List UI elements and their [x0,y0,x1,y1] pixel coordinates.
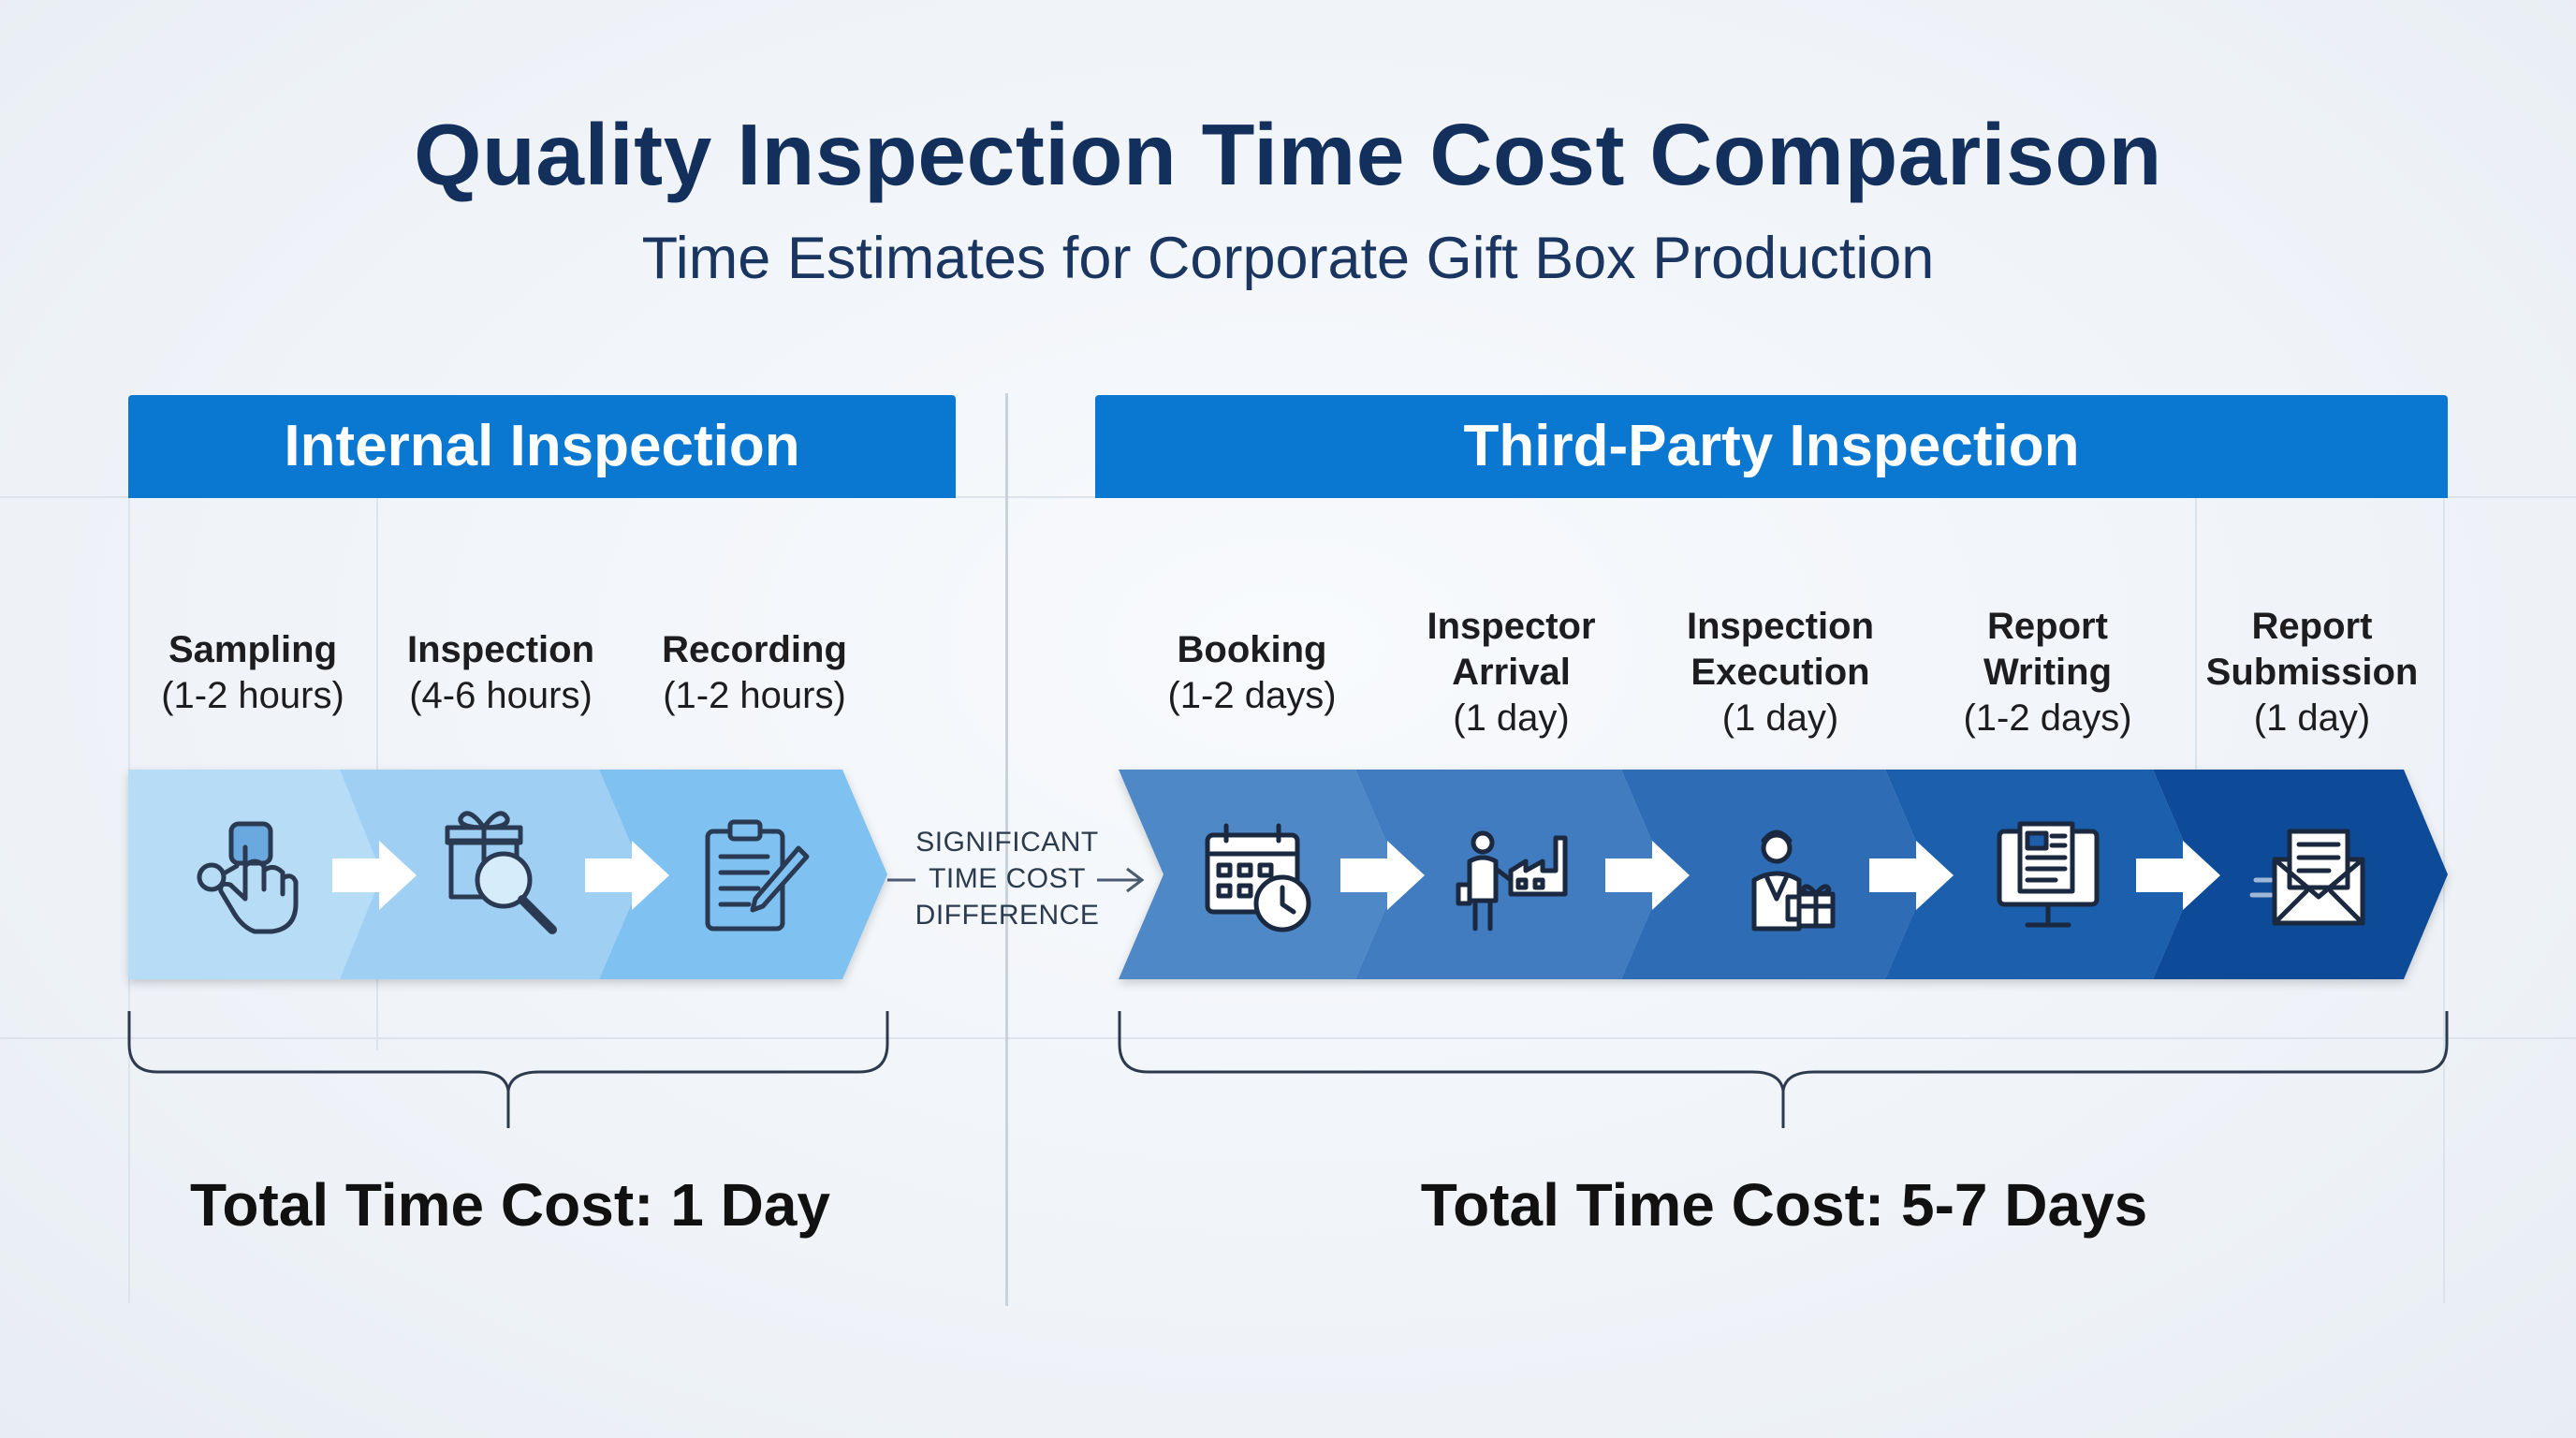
step-label-report-writing: Report Writing (1-2 days) [1938,604,2158,741]
page-subtitle: Time Estimates for Corporate Gift Box Pr… [641,226,1935,291]
step-name: Recording [662,629,847,670]
step-duration: (1-2 days) [1167,675,1337,716]
step-label-recording: Recording (1-2 hours) [642,627,867,719]
step-name: Inspection [406,629,595,670]
arrow-right-icon [332,841,417,910]
difference-line: SIGNIFICANT [915,827,1099,858]
arrow-right-icon [2136,841,2220,910]
step-duration: (1-2 days) [1963,697,2132,739]
arrow-right-icon [1869,841,1954,910]
third-party-brace [1118,1011,2449,1092]
step-duration: (4-6 hours) [409,675,593,716]
step-duration: (1 day) [1453,697,1570,739]
page-title: Quality Inspection Time Cost Comparison [414,106,2162,203]
monitor-report-icon [1997,821,2100,928]
chevron-sampling [128,770,382,979]
step-label-inspector-arrival: Inspector Arrival (1 day) [1401,604,1621,741]
step-duration: (1-2 hours) [663,675,846,716]
third-party-inspection-header: Third-Party Inspection [1095,395,2448,498]
step-name-line: Report [2251,606,2373,647]
grid-line [0,1037,2576,1039]
inspector-factory-icon [1456,830,1568,932]
internal-total-time: Total Time Cost: 1 Day [190,1171,830,1239]
step-duration: (1 day) [1721,697,1839,739]
step-label-booking: Booking (1-2 days) [1142,627,1362,719]
time-cost-difference-note: SIGNIFICANT TIME COST DIFFERENCE [895,824,1120,933]
calendar-clock-icon [1205,823,1311,932]
step-label-inspection-execution: Inspection Execution (1 day) [1668,604,1893,741]
step-name-line: Execution [1690,652,1870,693]
step-name: Sampling [168,629,338,670]
step-label-report-submission: Report Submission (1 day) [2190,604,2434,741]
step-name-line: Report [1987,606,2108,647]
difference-line: DIFFERENCE [915,900,1100,931]
hand-pointer-icon [197,821,299,934]
clipboard-pen-icon [705,819,810,932]
internal-brace [127,1011,889,1092]
third-party-total-time: Total Time Cost: 5-7 Days [1420,1171,2148,1239]
step-duration: (1 day) [2253,697,2371,739]
step-name-line: Submission [2205,652,2419,693]
step-name: Booking [1177,629,1327,670]
arrow-right-icon [1605,841,1690,910]
step-name-line: Inspection [1686,606,1875,647]
grid-line [2195,498,2197,779]
internal-inspection-header: Internal Inspection [128,395,956,498]
difference-line: TIME COST [929,863,1086,894]
inspector-gifts-icon [1751,829,1836,932]
flow-arrows-third-party [1340,841,2220,910]
gift-magnifier-icon [445,811,557,934]
grid-line [2443,498,2445,1303]
arrow-right-icon [585,841,669,910]
step-label-inspection: Inspection (4-6 hours) [388,627,613,719]
envelope-letter-icon [2249,829,2365,926]
connector-arrowhead-icon [1126,867,1145,893]
flow-arrows-internal [332,841,669,910]
arrow-right-icon [1340,841,1425,910]
section-divider [1005,393,1008,1306]
step-label-sampling: Sampling (1-2 hours) [140,627,365,719]
step-name-line: Writing [1983,652,2112,693]
step-duration: (1-2 hours) [161,675,344,716]
step-name-line: Arrival [1452,652,1571,693]
step-name-line: Inspector [1427,606,1596,647]
